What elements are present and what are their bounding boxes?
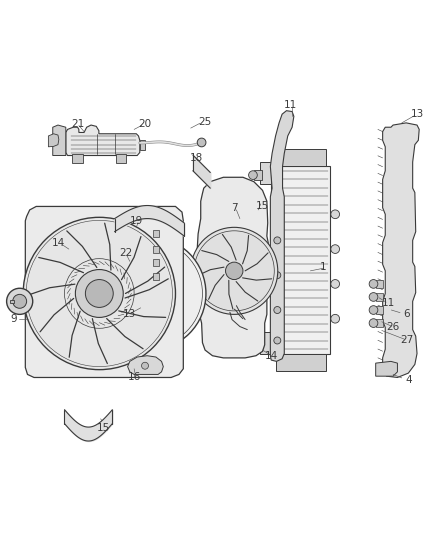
- Polygon shape: [153, 230, 159, 237]
- Polygon shape: [254, 340, 261, 350]
- Circle shape: [191, 228, 278, 314]
- Circle shape: [85, 279, 113, 308]
- Circle shape: [7, 288, 33, 314]
- Polygon shape: [260, 162, 271, 184]
- Circle shape: [13, 294, 27, 308]
- Circle shape: [141, 362, 148, 369]
- Text: 19: 19: [130, 216, 143, 226]
- Circle shape: [274, 306, 281, 313]
- Text: 26: 26: [386, 322, 400, 333]
- Circle shape: [274, 337, 281, 344]
- Text: 15: 15: [97, 423, 110, 433]
- Circle shape: [249, 171, 257, 180]
- Circle shape: [125, 278, 134, 287]
- Polygon shape: [153, 272, 159, 279]
- Polygon shape: [376, 319, 383, 327]
- Polygon shape: [197, 177, 269, 358]
- Text: 7: 7: [231, 203, 237, 213]
- Text: 9: 9: [10, 314, 17, 324]
- Polygon shape: [153, 246, 159, 253]
- Polygon shape: [153, 259, 159, 265]
- Polygon shape: [25, 206, 184, 377]
- Text: 14: 14: [265, 351, 278, 361]
- Polygon shape: [66, 125, 140, 156]
- Polygon shape: [276, 149, 325, 166]
- Text: 25: 25: [198, 117, 212, 126]
- Circle shape: [274, 272, 281, 279]
- Polygon shape: [376, 361, 397, 376]
- Polygon shape: [376, 279, 383, 288]
- Polygon shape: [270, 111, 294, 361]
- Circle shape: [145, 266, 154, 275]
- Text: 11: 11: [382, 298, 396, 309]
- Circle shape: [134, 278, 165, 309]
- Polygon shape: [48, 134, 59, 147]
- Circle shape: [369, 319, 378, 327]
- Circle shape: [194, 231, 274, 311]
- Circle shape: [331, 210, 339, 219]
- Circle shape: [369, 305, 378, 314]
- Text: 15: 15: [256, 200, 269, 211]
- Text: 18: 18: [190, 152, 203, 163]
- Circle shape: [23, 217, 176, 370]
- Circle shape: [26, 220, 173, 367]
- Text: 13: 13: [123, 309, 136, 319]
- Polygon shape: [260, 332, 271, 353]
- Circle shape: [274, 237, 281, 244]
- Text: 6: 6: [403, 309, 410, 319]
- Circle shape: [331, 245, 339, 254]
- Polygon shape: [53, 125, 66, 156]
- Circle shape: [141, 286, 157, 301]
- Circle shape: [145, 312, 154, 320]
- Polygon shape: [254, 170, 261, 180]
- Polygon shape: [10, 300, 14, 303]
- Circle shape: [369, 279, 378, 288]
- Circle shape: [165, 278, 173, 287]
- Text: 22: 22: [119, 248, 132, 259]
- Circle shape: [331, 314, 339, 323]
- Text: 14: 14: [51, 238, 64, 247]
- Circle shape: [75, 270, 123, 318]
- Circle shape: [249, 341, 257, 349]
- Text: 20: 20: [138, 119, 152, 129]
- Text: 13: 13: [410, 109, 424, 119]
- Circle shape: [197, 138, 206, 147]
- Polygon shape: [72, 154, 83, 163]
- Circle shape: [119, 263, 180, 324]
- Text: 1: 1: [320, 262, 327, 271]
- Circle shape: [369, 293, 378, 301]
- Text: 27: 27: [400, 335, 413, 345]
- Circle shape: [125, 301, 134, 309]
- Polygon shape: [116, 154, 126, 163]
- Text: 4: 4: [405, 375, 412, 385]
- Polygon shape: [140, 140, 145, 150]
- Circle shape: [331, 279, 339, 288]
- Polygon shape: [127, 356, 163, 375]
- Text: 11: 11: [284, 100, 297, 110]
- Polygon shape: [276, 353, 325, 371]
- Circle shape: [165, 301, 173, 309]
- Polygon shape: [271, 166, 330, 353]
- Polygon shape: [383, 123, 419, 377]
- Polygon shape: [376, 305, 383, 314]
- Polygon shape: [376, 293, 383, 301]
- Circle shape: [93, 237, 206, 350]
- Text: 16: 16: [127, 373, 141, 383]
- Text: 21: 21: [71, 119, 84, 129]
- Circle shape: [96, 240, 202, 346]
- Circle shape: [226, 262, 243, 279]
